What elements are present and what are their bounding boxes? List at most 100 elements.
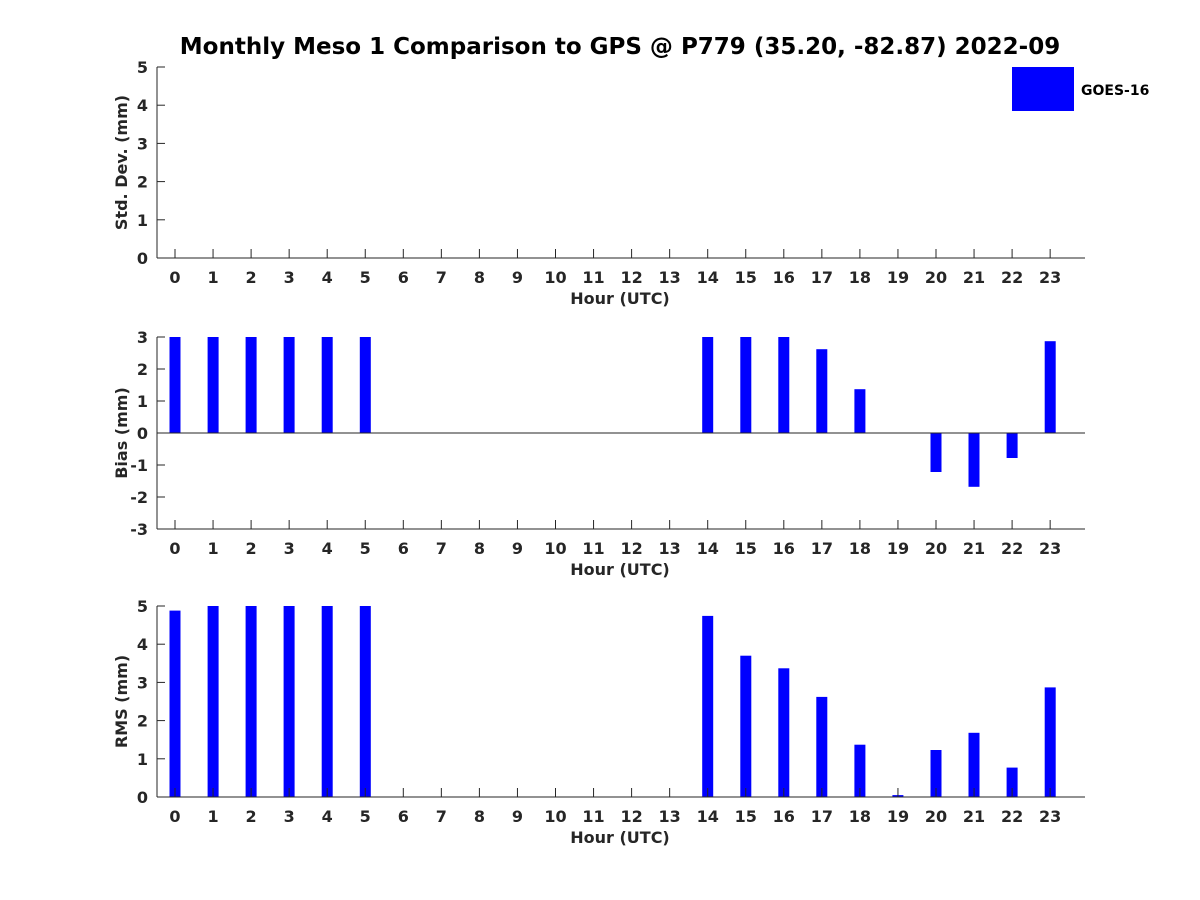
legend: GOES-16 <box>1012 67 1149 111</box>
x-tick-label: 6 <box>398 268 409 287</box>
y-tick-label: 4 <box>137 635 148 654</box>
x-tick-label: 4 <box>322 268 333 287</box>
x-tick-label: 1 <box>207 539 218 558</box>
y-tick-label: 1 <box>137 750 148 769</box>
x-tick-label: 1 <box>207 807 218 826</box>
x-tick-label: 7 <box>436 539 447 558</box>
bar-rms-2 <box>245 606 257 797</box>
bar-rms-22 <box>1006 767 1018 797</box>
y-tick-label: 2 <box>137 712 148 731</box>
y-tick-label: 0 <box>137 424 148 443</box>
x-tick-label: 4 <box>322 807 333 826</box>
x-tick-label: 16 <box>773 268 795 287</box>
x-tick-label: 12 <box>620 539 642 558</box>
x-tick-label: 22 <box>1001 539 1023 558</box>
x-tick-label: 17 <box>811 268 833 287</box>
x-tick-label: 11 <box>582 539 604 558</box>
y-tick-label: 3 <box>137 673 148 692</box>
x-tick-label: 17 <box>811 807 833 826</box>
y-axis-label: Bias (mm) <box>112 387 131 479</box>
bar-rms-21 <box>968 732 980 797</box>
bar-bias-5 <box>359 337 371 433</box>
bar-rms-14 <box>702 615 714 797</box>
x-tick-label: 18 <box>849 539 871 558</box>
x-tick-label: 19 <box>887 539 909 558</box>
y-tick-label: -3 <box>130 520 148 539</box>
bar-bias-21 <box>968 433 980 487</box>
x-tick-label: 13 <box>659 268 681 287</box>
bar-rms-16 <box>778 668 790 797</box>
x-tick-label: 12 <box>620 268 642 287</box>
x-tick-label: 2 <box>246 807 257 826</box>
x-tick-label: 9 <box>512 807 523 826</box>
bar-bias-22 <box>1006 433 1018 458</box>
x-tick-label: 18 <box>849 268 871 287</box>
y-tick-label: -1 <box>130 456 148 475</box>
bar-rms-0 <box>169 610 181 797</box>
bar-bias-3 <box>283 337 295 433</box>
bar-rms-1 <box>207 606 219 797</box>
x-tick-label: 15 <box>735 268 757 287</box>
y-tick-label: 2 <box>137 360 148 379</box>
x-axis-label: Hour (UTC) <box>570 828 670 847</box>
y-tick-label: 2 <box>137 173 148 192</box>
x-tick-label: 8 <box>474 539 485 558</box>
x-tick-label: 22 <box>1001 807 1023 826</box>
bar-bias-16 <box>778 337 790 433</box>
bar-bias-14 <box>702 337 714 433</box>
x-tick-label: 21 <box>963 268 985 287</box>
x-tick-label: 7 <box>436 268 447 287</box>
x-tick-label: 19 <box>887 268 909 287</box>
bar-bias-2 <box>245 337 257 433</box>
x-tick-label: 3 <box>284 539 295 558</box>
x-tick-label: 0 <box>169 539 180 558</box>
x-tick-label: 13 <box>659 807 681 826</box>
x-tick-label: 14 <box>697 268 719 287</box>
bar-rms-3 <box>283 606 295 797</box>
x-tick-label: 3 <box>284 807 295 826</box>
x-tick-label: 10 <box>544 807 566 826</box>
x-tick-label: 23 <box>1039 268 1061 287</box>
x-tick-label: 17 <box>811 539 833 558</box>
x-tick-label: 8 <box>474 268 485 287</box>
x-tick-label: 9 <box>512 268 523 287</box>
x-tick-label: 2 <box>246 539 257 558</box>
x-tick-label: 19 <box>887 807 909 826</box>
x-tick-label: 14 <box>697 539 719 558</box>
y-tick-label: 1 <box>137 211 148 230</box>
y-tick-label: 0 <box>137 249 148 268</box>
x-tick-label: 21 <box>963 807 985 826</box>
x-axis-label: Hour (UTC) <box>570 289 670 308</box>
x-axis-label: Hour (UTC) <box>570 560 670 579</box>
x-tick-label: 1 <box>207 268 218 287</box>
bar-rms-5 <box>359 606 371 797</box>
x-tick-label: 18 <box>849 807 871 826</box>
bar-rms-18 <box>854 744 866 797</box>
legend-label: GOES-16 <box>1081 83 1149 99</box>
x-tick-label: 5 <box>360 268 371 287</box>
x-tick-label: 22 <box>1001 268 1023 287</box>
x-tick-label: 15 <box>735 807 757 826</box>
x-tick-label: 11 <box>582 807 604 826</box>
x-tick-label: 12 <box>620 807 642 826</box>
x-tick-label: 7 <box>436 807 447 826</box>
bar-bias-18 <box>854 389 866 433</box>
x-tick-label: 6 <box>398 807 409 826</box>
x-tick-label: 21 <box>963 539 985 558</box>
x-tick-label: 20 <box>925 268 947 287</box>
x-tick-label: 16 <box>773 807 795 826</box>
x-tick-label: 15 <box>735 539 757 558</box>
x-tick-label: 13 <box>659 539 681 558</box>
y-tick-label: -2 <box>130 488 148 507</box>
y-tick-label: 1 <box>137 392 148 411</box>
x-tick-label: 2 <box>246 268 257 287</box>
bar-bias-0 <box>169 337 181 433</box>
y-tick-label: 3 <box>137 134 148 153</box>
x-tick-label: 23 <box>1039 807 1061 826</box>
bar-rms-4 <box>321 606 333 797</box>
x-tick-label: 20 <box>925 807 947 826</box>
bar-bias-15 <box>740 337 752 433</box>
bar-rms-15 <box>740 655 752 797</box>
